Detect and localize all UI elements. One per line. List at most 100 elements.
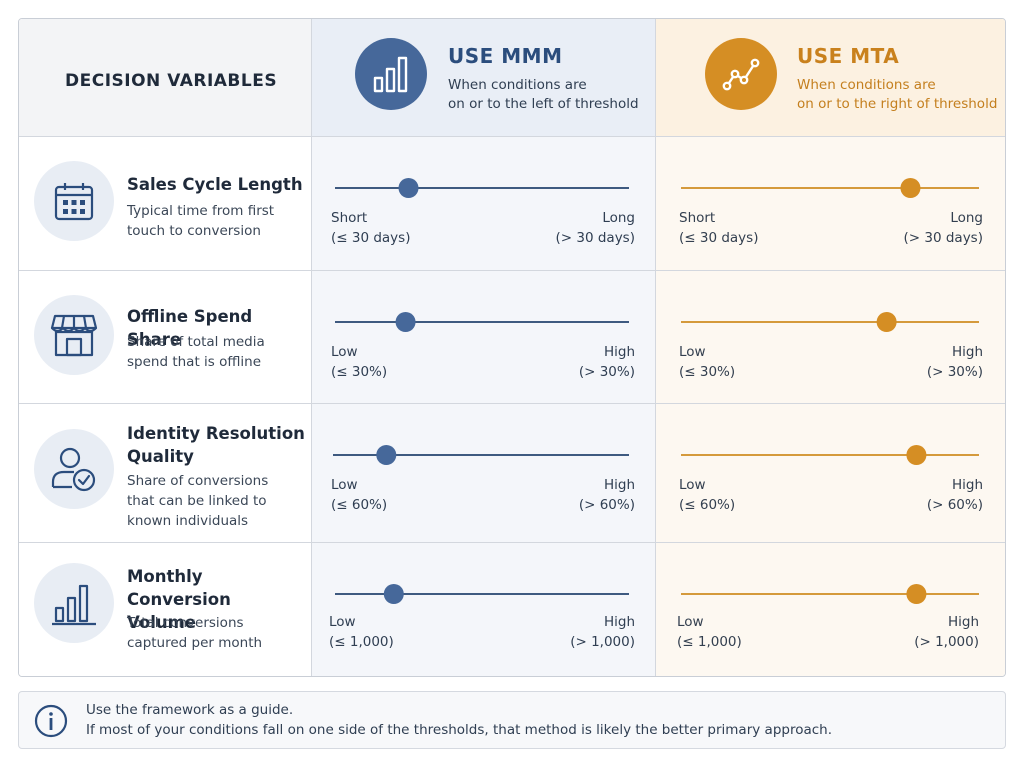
row-divider bbox=[19, 136, 1005, 137]
row-divider bbox=[19, 403, 1005, 404]
low-range-text: (≤ 1,000) bbox=[677, 634, 742, 650]
row-description: Share of conversions that can be linked … bbox=[127, 471, 307, 531]
low-range-text: (≤ 30 days) bbox=[679, 230, 759, 246]
row-title-line: Monthly Conversion bbox=[127, 567, 231, 609]
mmm-subtitle-line: on or to the left of threshold bbox=[448, 96, 639, 112]
mmm-title: USE MMM bbox=[448, 44, 563, 68]
high-range-text: (> 1,000) bbox=[914, 634, 979, 650]
high-range-text: (> 30 days) bbox=[903, 230, 983, 246]
slider-thumb bbox=[906, 584, 927, 604]
note-line: If most of your conditions fall on one s… bbox=[86, 722, 833, 738]
low-label-text: Short bbox=[331, 210, 368, 226]
row-description: Share of total media spend that is offli… bbox=[127, 332, 307, 372]
mta-slider bbox=[681, 312, 979, 332]
low-label: Low (≤ 30%) bbox=[331, 342, 387, 382]
slider-thumb bbox=[876, 312, 897, 332]
high-label-text: Long bbox=[602, 210, 635, 226]
low-label: Low (≤ 30%) bbox=[679, 342, 735, 382]
high-range-text: (> 60%) bbox=[578, 497, 635, 513]
high-label: Long (> 30 days) bbox=[904, 208, 983, 248]
row-title-line: Quality bbox=[127, 447, 194, 466]
slider-thumb bbox=[383, 584, 404, 604]
column-divider bbox=[311, 19, 312, 676]
mta-subtitle-line: When conditions are bbox=[797, 77, 936, 93]
mmm-subtitle-line: When conditions are bbox=[448, 77, 587, 93]
mta-slider bbox=[681, 584, 979, 604]
high-label: High (> 1,000) bbox=[570, 612, 635, 652]
slider-thumb bbox=[376, 445, 397, 465]
low-label: Low (≤ 1,000) bbox=[329, 612, 394, 652]
row-description-line: captured per month bbox=[127, 635, 263, 651]
row-description: Typical time from first touch to convers… bbox=[127, 201, 307, 241]
row-description-line: touch to conversion bbox=[127, 223, 261, 239]
row-title: Sales Cycle Length bbox=[127, 173, 307, 196]
high-label-text: High bbox=[603, 477, 635, 493]
variables-header bbox=[19, 19, 311, 136]
slider-thumb bbox=[398, 178, 419, 198]
high-label: High (> 30%) bbox=[927, 342, 983, 382]
low-label-text: Low bbox=[329, 614, 356, 630]
row-title-line: Volume bbox=[127, 613, 196, 632]
high-label: Long (> 30 days) bbox=[556, 208, 635, 248]
low-label: Short (≤ 30 days) bbox=[331, 208, 410, 248]
storefront-icon bbox=[34, 295, 114, 375]
low-label-text: Low bbox=[331, 344, 358, 360]
line-chart-icon bbox=[705, 38, 777, 110]
mmm-slider bbox=[335, 584, 629, 604]
low-label: Low (≤ 60%) bbox=[679, 475, 735, 515]
high-range-text: (> 1,000) bbox=[570, 634, 635, 650]
high-label: High (> 1,000) bbox=[914, 612, 979, 652]
high-range-text: (> 30%) bbox=[578, 364, 635, 380]
low-label: Short (≤ 30 days) bbox=[679, 208, 758, 248]
row-divider bbox=[19, 270, 1005, 271]
low-label: Low (≤ 1,000) bbox=[677, 612, 742, 652]
calendar-icon bbox=[34, 161, 114, 241]
user-check-icon bbox=[34, 429, 114, 509]
row-divider bbox=[19, 542, 1005, 543]
mta-slider bbox=[681, 445, 979, 465]
high-label: High (> 60%) bbox=[927, 475, 983, 515]
row-description-line: Total conversions bbox=[127, 615, 244, 631]
slider-thumb bbox=[900, 178, 921, 198]
decision-framework-table: DECISION VARIABLES USE MMM When conditio… bbox=[18, 18, 1006, 677]
low-label-text: Low bbox=[679, 344, 706, 360]
high-label-text: High bbox=[951, 477, 983, 493]
high-range-text: (> 30 days) bbox=[555, 230, 635, 246]
row-description-line: Share of conversions bbox=[127, 473, 269, 489]
note-line: Use the framework as a guide. bbox=[86, 702, 294, 718]
slider-thumb bbox=[395, 312, 416, 332]
row-title: Offline Spend Share bbox=[127, 305, 307, 351]
guidance-note: Use the framework as a guide. If most of… bbox=[18, 691, 1006, 749]
row-description-line: Share of total media bbox=[127, 334, 265, 350]
mmm-slider bbox=[335, 312, 629, 332]
slider-thumb bbox=[906, 445, 927, 465]
low-label-text: Short bbox=[679, 210, 716, 226]
low-range-text: (≤ 30 days) bbox=[331, 230, 411, 246]
row-title-line: Sales Cycle Length bbox=[127, 175, 303, 194]
row-description: Total conversions captured per month bbox=[127, 613, 307, 653]
high-label-text: High bbox=[603, 614, 635, 630]
mta-subtitle: When conditions are on or to the right o… bbox=[797, 76, 997, 114]
row-description-line: spend that is offline bbox=[127, 354, 262, 370]
mmm-slider bbox=[333, 445, 629, 465]
high-label: High (> 30%) bbox=[579, 342, 635, 382]
info-icon bbox=[34, 704, 68, 738]
row-description-line: known individuals bbox=[127, 513, 249, 529]
column-divider bbox=[655, 19, 656, 676]
mta-title: USE MTA bbox=[797, 44, 900, 68]
row-title-line: Identity Resolution bbox=[127, 424, 305, 443]
high-range-text: (> 60%) bbox=[926, 497, 983, 513]
row-description-line: Typical time from first bbox=[127, 203, 275, 219]
high-range-text: (> 30%) bbox=[926, 364, 983, 380]
row-title: Identity Resolution Quality bbox=[127, 422, 307, 468]
low-label-text: Low bbox=[679, 477, 706, 493]
high-label-text: High bbox=[947, 614, 979, 630]
mmm-subtitle: When conditions are on or to the left of… bbox=[448, 76, 639, 114]
row-title-line: Offline Spend Share bbox=[127, 307, 253, 349]
low-range-text: (≤ 30%) bbox=[679, 364, 736, 380]
low-label: Low (≤ 60%) bbox=[331, 475, 387, 515]
low-range-text: (≤ 60%) bbox=[331, 497, 388, 513]
high-label-text: High bbox=[603, 344, 635, 360]
mta-slider bbox=[681, 178, 979, 198]
high-label-text: Long bbox=[950, 210, 983, 226]
